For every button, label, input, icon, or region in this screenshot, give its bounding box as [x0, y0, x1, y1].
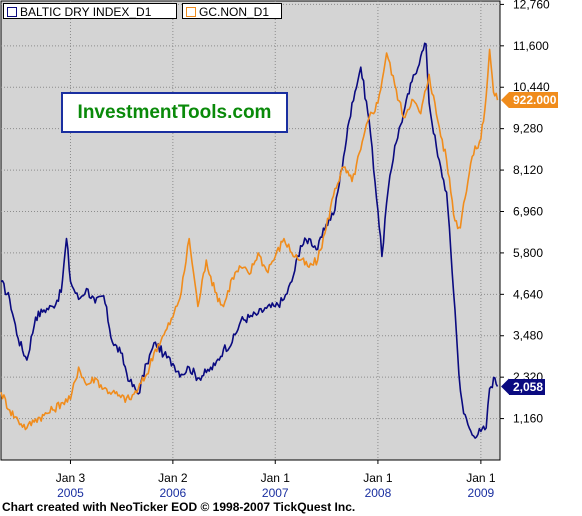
y-tick-label: 4,640: [513, 287, 543, 301]
plot-area: [0, 0, 501, 461]
x-tick-year: 2008: [365, 486, 392, 500]
y-tick-label: 9,280: [513, 122, 543, 136]
legend-label-gold: GC.NON_D1: [199, 5, 270, 19]
x-tick-year: 2007: [262, 486, 289, 500]
x-tick-label: Jan 3: [56, 471, 86, 485]
legend-label-bdi: BALTIC DRY INDEX_D1: [20, 5, 152, 19]
last-value-tag-bdi: 2,058: [509, 378, 546, 395]
y-tick-label: 8,120: [513, 163, 543, 177]
y-tick-label: 6,960: [513, 204, 543, 218]
y-tick-label: 5,800: [513, 246, 543, 260]
y-tick-label: 10,440: [513, 80, 550, 94]
y-tick-label: 1,160: [513, 412, 543, 426]
legend-item-bdi: BALTIC DRY INDEX_D1: [3, 3, 177, 19]
footer-credit: Chart created with NeoTicker EOD © 1998-…: [2, 500, 356, 514]
series-line-gold: [0, 48, 499, 431]
x-tick-label: Jan 1: [466, 471, 496, 485]
y-tick-label: 11,600: [513, 39, 549, 53]
x-tick-label: Jan 1: [363, 471, 393, 485]
x-tick-year: 2005: [57, 486, 84, 500]
watermark-logo: InvestmentTools.com: [61, 92, 288, 133]
legend-swatch-bdi: [7, 7, 17, 17]
last-value-tag-gold: 922.000: [509, 92, 559, 109]
last-value-marker-gold: [501, 92, 509, 109]
last-value-marker-bdi: [501, 378, 509, 395]
x-tick-year: 2006: [160, 486, 187, 500]
y-tick-label: 12,760: [513, 0, 550, 11]
legend-item-gold: GC.NON_D1: [182, 3, 282, 19]
x-tick-year: 2009: [468, 486, 495, 500]
x-tick-label: Jan 2: [158, 471, 188, 485]
y-tick-label: 3,480: [513, 329, 543, 343]
legend-swatch-gold: [186, 7, 196, 17]
x-tick-label: Jan 1: [261, 471, 291, 485]
series-line-bdi: [0, 42, 499, 439]
